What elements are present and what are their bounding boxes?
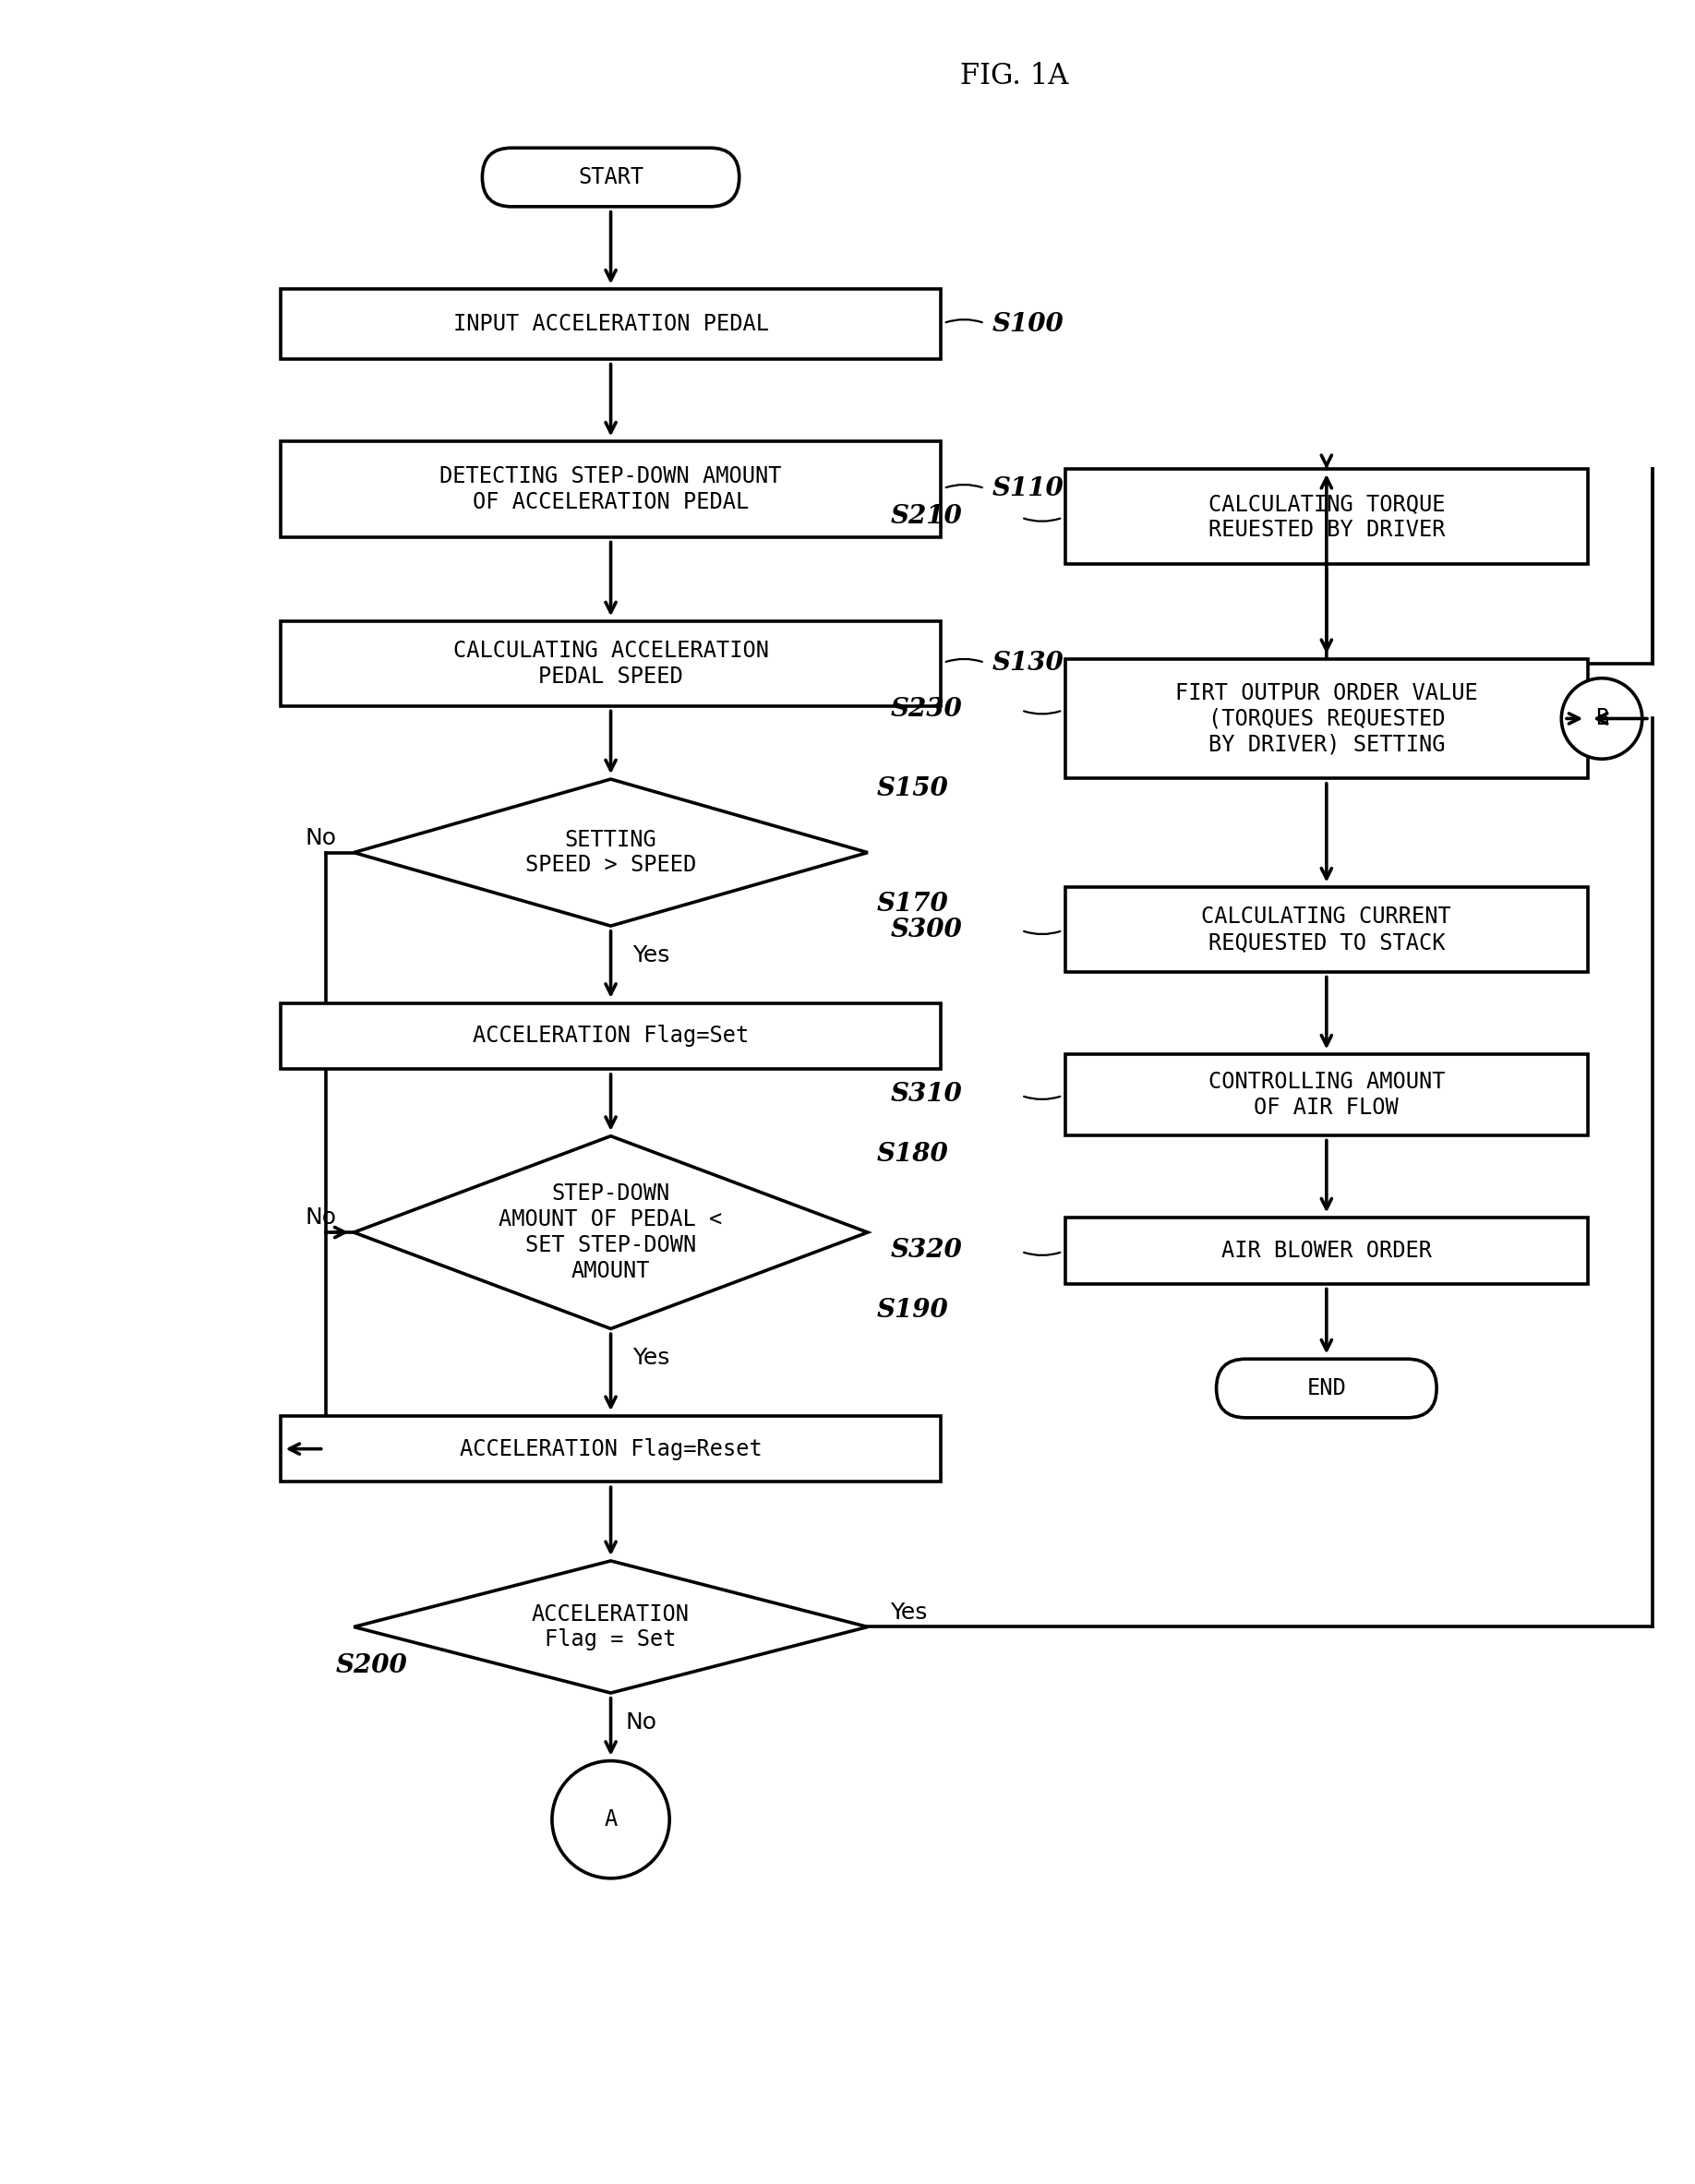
Text: ACCELERATION Flag=Reset: ACCELERATION Flag=Reset bbox=[459, 1437, 763, 1459]
Text: FIRT OUTPUR ORDER VALUE
(TORQUES REQUESTED
BY DRIVER) SETTING: FIRT OUTPUR ORDER VALUE (TORQUES REQUEST… bbox=[1175, 681, 1478, 756]
Text: S320: S320 bbox=[890, 1238, 963, 1262]
Text: S130: S130 bbox=[993, 651, 1064, 677]
Text: S200: S200 bbox=[336, 1653, 407, 1677]
Text: CALCULATING ACCELERATION
PEDAL SPEED: CALCULATING ACCELERATION PEDAL SPEED bbox=[453, 640, 768, 688]
FancyBboxPatch shape bbox=[280, 1415, 941, 1483]
Text: S180: S180 bbox=[876, 1142, 949, 1166]
Text: S170: S170 bbox=[876, 891, 949, 917]
Text: Yes: Yes bbox=[632, 1348, 670, 1369]
Text: INPUT ACCELERATION PEDAL: INPUT ACCELERATION PEDAL bbox=[453, 312, 768, 334]
Text: No: No bbox=[305, 828, 337, 850]
FancyBboxPatch shape bbox=[280, 620, 941, 705]
FancyBboxPatch shape bbox=[1064, 1219, 1588, 1284]
Text: A: A bbox=[603, 1808, 617, 1830]
Text: DETECTING STEP-DOWN AMOUNT
OF ACCELERATION PEDAL: DETECTING STEP-DOWN AMOUNT OF ACCELERATI… bbox=[439, 465, 781, 513]
FancyBboxPatch shape bbox=[1064, 470, 1588, 563]
Polygon shape bbox=[354, 1562, 868, 1693]
Text: CALCULATING TORQUE
REUESTED BY DRIVER: CALCULATING TORQUE REUESTED BY DRIVER bbox=[1209, 494, 1444, 542]
FancyBboxPatch shape bbox=[280, 288, 941, 358]
Text: S110: S110 bbox=[993, 476, 1064, 502]
FancyBboxPatch shape bbox=[1064, 887, 1588, 972]
Text: Yes: Yes bbox=[632, 943, 670, 965]
Text: No: No bbox=[625, 1712, 658, 1734]
Polygon shape bbox=[354, 1136, 868, 1328]
Text: END: END bbox=[1307, 1378, 1346, 1400]
FancyBboxPatch shape bbox=[483, 149, 739, 207]
Circle shape bbox=[1561, 679, 1642, 760]
FancyBboxPatch shape bbox=[280, 441, 941, 537]
Text: CALCULATING CURRENT
REQUESTED TO STACK: CALCULATING CURRENT REQUESTED TO STACK bbox=[1202, 906, 1451, 954]
Text: ACCELERATION
Flag = Set: ACCELERATION Flag = Set bbox=[532, 1603, 690, 1651]
FancyBboxPatch shape bbox=[280, 1002, 941, 1068]
Text: S230: S230 bbox=[890, 697, 963, 723]
Text: Yes: Yes bbox=[890, 1601, 927, 1623]
Text: START: START bbox=[578, 166, 644, 188]
Text: S150: S150 bbox=[876, 775, 949, 802]
Text: CONTROLLING AMOUNT
OF AIR FLOW: CONTROLLING AMOUNT OF AIR FLOW bbox=[1209, 1070, 1444, 1118]
Text: ACCELERATION Flag=Set: ACCELERATION Flag=Set bbox=[473, 1024, 749, 1046]
Text: S310: S310 bbox=[890, 1083, 963, 1107]
Text: S210: S210 bbox=[890, 505, 963, 529]
Text: AIR BLOWER ORDER: AIR BLOWER ORDER bbox=[1222, 1241, 1432, 1262]
Text: SETTING
SPEED > SPEED: SETTING SPEED > SPEED bbox=[525, 828, 697, 876]
Text: S100: S100 bbox=[993, 312, 1064, 336]
Text: STEP-DOWN
AMOUNT OF PEDAL <
SET STEP-DOWN
AMOUNT: STEP-DOWN AMOUNT OF PEDAL < SET STEP-DOW… bbox=[498, 1184, 722, 1282]
FancyBboxPatch shape bbox=[1064, 660, 1588, 778]
Text: S300: S300 bbox=[890, 917, 963, 941]
FancyBboxPatch shape bbox=[1064, 1055, 1588, 1136]
Text: S190: S190 bbox=[876, 1297, 949, 1324]
Circle shape bbox=[553, 1760, 670, 1878]
Text: No: No bbox=[305, 1206, 337, 1230]
Text: FIG. 1A: FIG. 1A bbox=[961, 61, 1068, 92]
Text: B: B bbox=[1595, 708, 1609, 729]
Polygon shape bbox=[354, 780, 868, 926]
FancyBboxPatch shape bbox=[1217, 1358, 1437, 1417]
